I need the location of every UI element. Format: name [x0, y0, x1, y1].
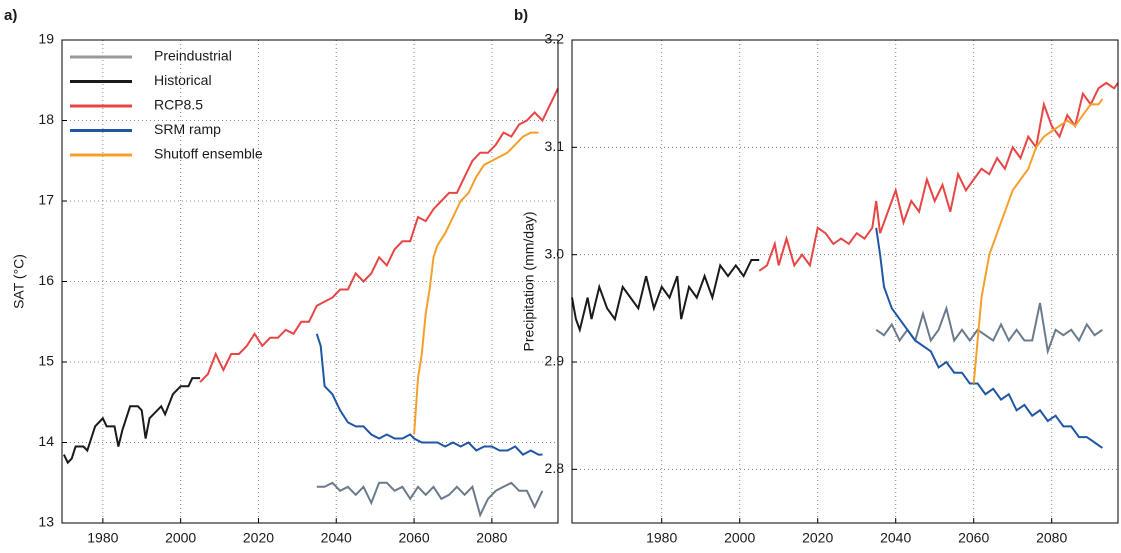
y-tick-label: 13: [38, 514, 54, 530]
y-tick-label: 3.2: [545, 31, 565, 47]
legend-label: Preindustrial: [154, 48, 232, 64]
legend-label: Historical: [154, 72, 212, 88]
y-axis-label: SAT (°C): [11, 254, 27, 309]
x-tick-label: 2080: [1036, 530, 1067, 546]
series-line: [571, 259, 760, 334]
x-tick-label: 1980: [87, 530, 118, 546]
legend-label: SRM ramp: [154, 121, 221, 137]
x-tick-label: 2020: [243, 530, 274, 546]
y-tick-label: 2.9: [545, 353, 565, 369]
plot-frame: [61, 39, 559, 524]
x-tick-label: 2000: [724, 530, 755, 546]
y-tick-label: 15: [38, 353, 54, 369]
y-axis-label: Precipitation (mm/day): [521, 211, 537, 351]
series-line: [315, 333, 543, 456]
panel-label: a): [4, 7, 17, 24]
series-line: [63, 377, 201, 465]
y-tick-label: 18: [38, 111, 54, 127]
y-tick-label: 14: [38, 433, 54, 449]
x-tick-label: 2060: [398, 530, 429, 546]
legend-label: Shutoff ensemble: [154, 146, 263, 162]
series-line: [972, 98, 1104, 384]
x-tick-label: 1980: [646, 530, 677, 546]
y-tick-label: 16: [38, 272, 54, 288]
x-tick-label: 2040: [880, 530, 911, 546]
y-tick-label: 17: [38, 192, 54, 208]
series-line: [199, 87, 559, 383]
plot-frame: [571, 39, 1119, 524]
x-tick-label: 2080: [476, 530, 507, 546]
x-tick-label: 2060: [958, 530, 989, 546]
series-line: [875, 302, 1103, 356]
x-tick-label: 2020: [802, 530, 833, 546]
x-tick-label: 2040: [321, 530, 352, 546]
series-line: [875, 227, 1103, 449]
y-tick-label: 2.8: [545, 460, 565, 476]
series-line: [758, 81, 1119, 272]
series-line: [316, 481, 544, 518]
legend-label: RCP8.5: [154, 97, 203, 113]
panel-label: b): [514, 7, 528, 24]
y-tick-label: 19: [38, 31, 54, 47]
series-line: [413, 131, 539, 435]
y-tick-label: 3.1: [545, 138, 565, 154]
y-tick-label: 3.0: [545, 245, 565, 261]
x-tick-label: 2000: [165, 530, 196, 546]
